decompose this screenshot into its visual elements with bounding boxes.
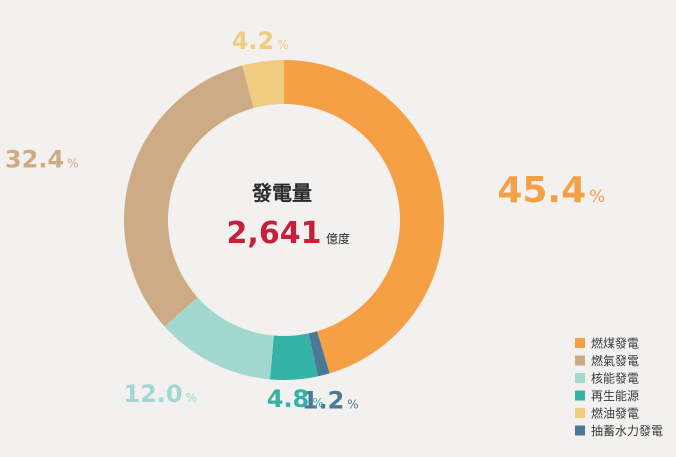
legend-swatch — [575, 338, 585, 348]
slice-label-抽蓄水力發電: 1.2% — [302, 387, 359, 415]
legend-swatch — [575, 425, 585, 436]
legend-item: 燃氣發電 — [575, 353, 639, 368]
legend-item: 燃煤發電 — [575, 336, 639, 351]
pct-unit: % — [277, 38, 288, 52]
pct-unit: % — [67, 157, 78, 171]
legend-label: 再生能源 — [591, 389, 639, 403]
legend-swatch — [575, 408, 585, 418]
slice-燃煤發電 — [284, 60, 445, 374]
legend-label: 燃煤發電 — [591, 336, 639, 351]
legend-swatch — [575, 373, 585, 383]
center-heading: 發電量 — [251, 181, 312, 205]
pct-unit: % — [589, 187, 605, 207]
pct-unit: % — [312, 396, 323, 410]
donut-slices — [124, 60, 445, 381]
legend-label: 燃氣發電 — [591, 353, 639, 368]
center-unit: 億度 — [326, 231, 350, 246]
slice-label-燃氣發電: 32.4% — [5, 146, 79, 174]
pct-number: 4.8 — [267, 385, 310, 413]
pct-number: 45.4 — [497, 170, 586, 211]
slice-label-燃煤發電: 45.4% — [497, 170, 605, 211]
pct-unit: % — [347, 398, 358, 412]
legend-label: 抽蓄水力發電 — [591, 423, 663, 438]
pct-unit: % — [186, 391, 197, 405]
center-summary: 發電量 2,641 億度 — [227, 181, 350, 251]
legend-swatch — [575, 390, 585, 401]
legend-item: 核能發電 — [575, 371, 639, 386]
pct-number: 1.2 — [302, 387, 345, 415]
slice-燃油發電 — [242, 60, 284, 109]
slice-label-燃油發電: 4.2% — [232, 27, 289, 55]
slice-核能發電 — [164, 297, 274, 380]
slice-label-再生能源: 4.8% — [267, 385, 324, 413]
center-value: 2,641 — [227, 216, 322, 251]
legend-item: 燃油發電 — [575, 406, 639, 421]
legend-label: 燃油發電 — [591, 406, 639, 421]
pct-number: 32.4 — [5, 146, 64, 174]
legend-item: 抽蓄水力發電 — [575, 423, 663, 438]
legend-label: 核能發電 — [591, 371, 639, 386]
slice-labels: 45.4 %1.2 %4.8 %12.0 %32.4 %4.2% — [5, 27, 605, 415]
slice-label-核能發電: 12.0% — [123, 380, 197, 408]
pct-number: 12.0 — [123, 380, 182, 408]
slice-抽蓄水力發電 — [308, 331, 330, 377]
legend-item: 再生能源 — [575, 389, 639, 403]
slice-燃氣發電 — [124, 65, 254, 327]
slice-再生能源 — [269, 333, 318, 381]
pct-number: 4.2 — [232, 27, 275, 55]
legend-swatch — [575, 355, 585, 366]
